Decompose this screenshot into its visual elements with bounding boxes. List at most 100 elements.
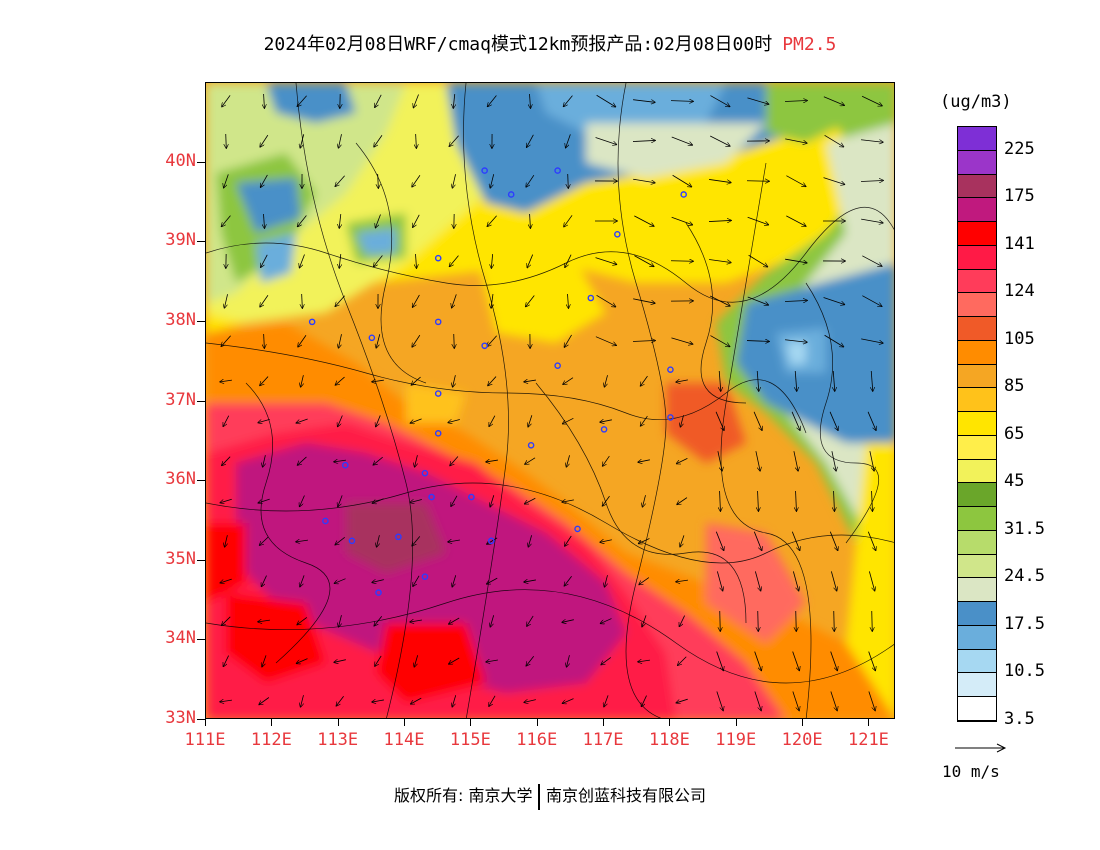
wind-vector — [862, 295, 881, 307]
wind-vector — [374, 255, 383, 267]
wind-vector — [222, 215, 231, 227]
wind-vector — [861, 218, 883, 223]
wind-vector — [710, 135, 730, 146]
wind-vector — [260, 376, 269, 386]
city-marker — [600, 426, 608, 433]
wind-vector — [679, 615, 685, 627]
wind-vector — [376, 334, 381, 348]
longitude-label: 117E — [582, 730, 624, 750]
legend-swatch — [958, 578, 996, 603]
longitude-tick — [205, 719, 206, 726]
wind-vector — [563, 417, 574, 423]
latitude-tick — [197, 480, 205, 482]
longitude-tick — [735, 719, 737, 726]
wind-vector — [785, 258, 807, 263]
legend-swatch — [958, 602, 996, 626]
wind-vector — [412, 536, 421, 545]
wind-vector — [526, 295, 535, 306]
wind-vector — [335, 175, 345, 186]
wind-vector — [300, 134, 305, 148]
wind-vector — [566, 455, 570, 467]
wind-vector — [868, 571, 874, 590]
wind-vector — [411, 697, 422, 704]
wind-vector — [758, 490, 759, 511]
wind-vector — [633, 99, 655, 103]
wind-vector — [452, 575, 457, 586]
wind-vector — [486, 660, 498, 662]
latitude-tick — [197, 559, 205, 561]
wind-vector — [526, 656, 535, 665]
wind-vector — [334, 460, 346, 462]
wind-vector — [642, 495, 646, 507]
legend-swatch — [958, 388, 996, 413]
longitude-tick — [271, 719, 273, 726]
wind-vector — [639, 538, 650, 543]
longitude-label: 121E — [847, 730, 889, 750]
wind-vector — [301, 695, 304, 707]
city-marker — [434, 318, 442, 326]
color-legend — [957, 126, 997, 722]
wind-vector — [298, 335, 307, 346]
wind-vector — [225, 535, 228, 547]
latitude-label: 38N — [165, 309, 196, 330]
wind-vector — [605, 575, 608, 587]
latitude-label: 34N — [165, 628, 196, 649]
wind-vector — [676, 580, 688, 582]
wind-vector — [829, 411, 838, 430]
wind-vector — [634, 255, 653, 267]
wind-vector — [300, 575, 305, 586]
wind-vector — [372, 580, 384, 583]
wind-vector — [633, 298, 655, 303]
wind-vector — [487, 335, 497, 346]
wind-vector — [258, 418, 270, 422]
wind-vector — [298, 215, 307, 227]
pm25-map — [205, 82, 895, 719]
wind-vector — [719, 370, 721, 391]
wind-vector — [339, 615, 342, 627]
wind-vector — [633, 178, 655, 183]
wind-vector — [792, 691, 799, 711]
wind-vector — [410, 620, 422, 622]
title-variable: PM2.5 — [782, 34, 837, 55]
wind-vector — [869, 451, 874, 471]
wind-vector — [452, 294, 457, 307]
wind-vector — [671, 337, 692, 344]
wind-vector — [872, 490, 873, 511]
wind-vector — [834, 490, 835, 511]
wind-vector — [334, 578, 346, 584]
wind-vector — [264, 93, 265, 108]
wind-vector — [595, 336, 616, 346]
wind-vector — [862, 255, 881, 266]
wind-vector — [747, 216, 769, 224]
wind-vector — [375, 214, 381, 227]
city-marker — [554, 167, 561, 174]
latitude-label: 33N — [165, 708, 196, 728]
wind-vector — [746, 341, 769, 342]
wind-vector — [526, 174, 535, 187]
wind-vector — [677, 497, 688, 505]
latitude-label: 36N — [165, 469, 196, 490]
wind-vector — [757, 370, 759, 391]
wind-vector — [833, 370, 835, 391]
wind-vector — [824, 134, 844, 146]
longitude-label: 118E — [648, 730, 690, 750]
legend-swatch — [958, 483, 996, 508]
wind-vector — [795, 370, 797, 391]
wind-vector — [220, 498, 232, 502]
wind-vector — [785, 339, 807, 343]
city-marker — [322, 517, 329, 525]
wind-vector — [861, 338, 883, 343]
legend-swatch — [958, 317, 996, 341]
legend-level-label: 124 — [1004, 281, 1035, 302]
wind-vector — [260, 134, 269, 147]
wind-vector — [867, 411, 876, 430]
latitude-tick — [197, 400, 205, 402]
wind-vector — [642, 615, 647, 626]
city-marker — [308, 318, 316, 326]
latitude-tick — [197, 320, 205, 322]
city-marker — [487, 537, 495, 545]
city-marker — [434, 254, 442, 262]
wind-vector — [334, 660, 346, 663]
city-marker — [395, 533, 402, 541]
legend-level-label: 24.5 — [1004, 566, 1045, 587]
